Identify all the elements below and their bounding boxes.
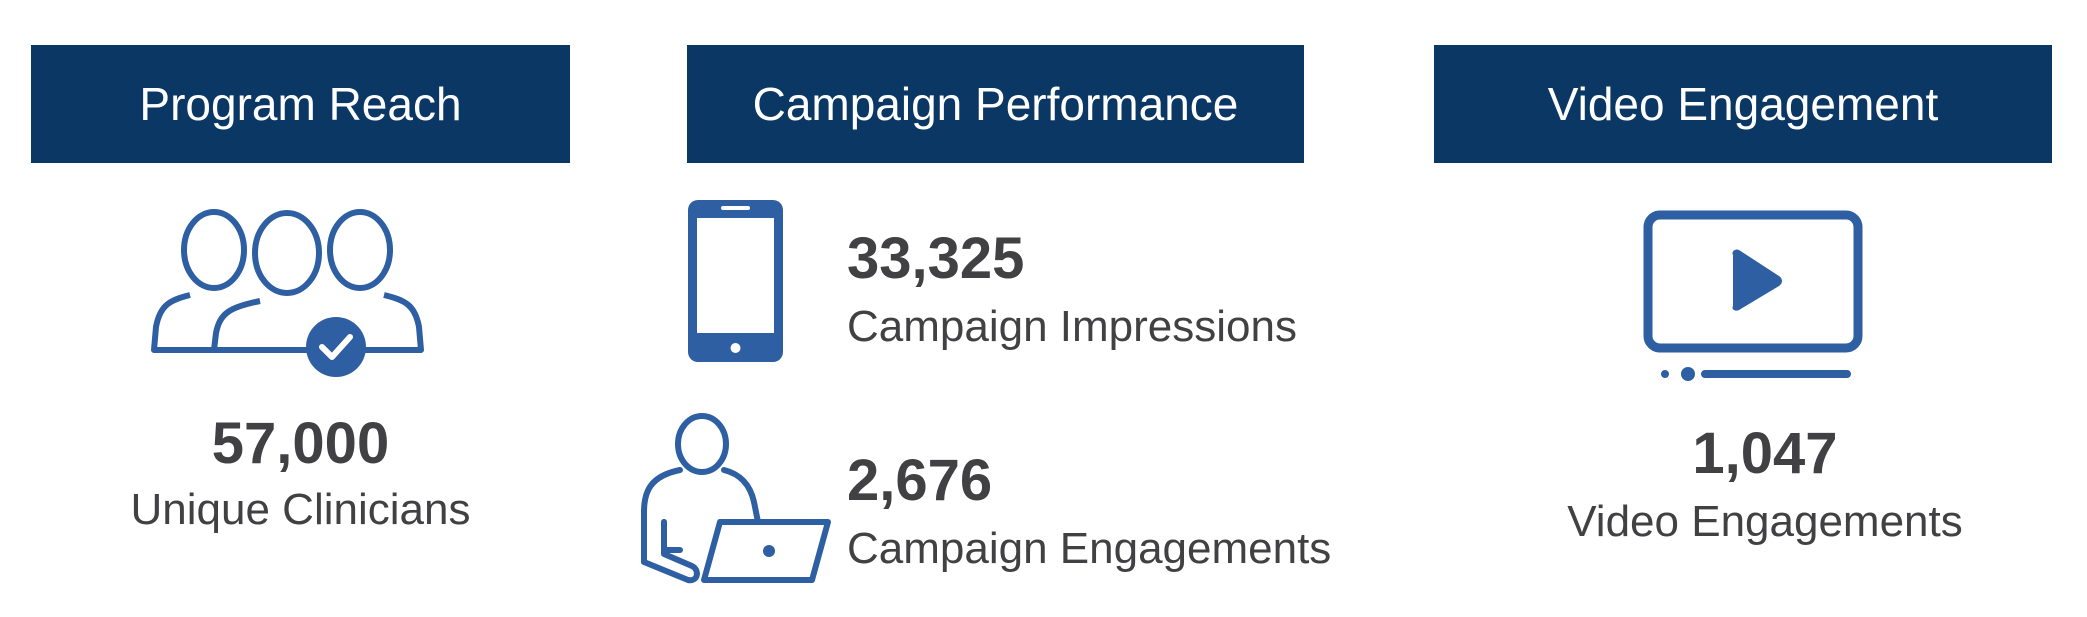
program-reach-header: Program Reach <box>31 45 570 163</box>
campaign-performance-title: Campaign Performance <box>752 78 1239 130</box>
video-engagement-header: Video Engagement <box>1434 45 2052 163</box>
video-engagements-label: Video Engagements <box>1567 497 1963 546</box>
video-engagement-title: Video Engagement <box>1547 78 1939 130</box>
campaign-engagements-value: 2,676 <box>847 448 993 513</box>
group-check-icon <box>151 209 424 377</box>
campaign-impressions-label: Campaign Impressions <box>847 302 1297 351</box>
video-engagements-value: 1,047 <box>1692 421 1838 486</box>
smartphone-icon <box>688 200 783 362</box>
program-reach-title: Program Reach <box>139 78 462 130</box>
video-player-icon <box>1643 210 1863 381</box>
campaign-impressions-value: 33,325 <box>847 226 1025 291</box>
campaign-engagements-label: Campaign Engagements <box>847 524 1332 573</box>
campaign-performance-header: Campaign Performance <box>687 45 1304 163</box>
person-laptop-icon <box>641 413 831 584</box>
unique-clinicians-label: Unique Clinicians <box>130 485 471 534</box>
unique-clinicians-value: 57,000 <box>211 411 390 476</box>
